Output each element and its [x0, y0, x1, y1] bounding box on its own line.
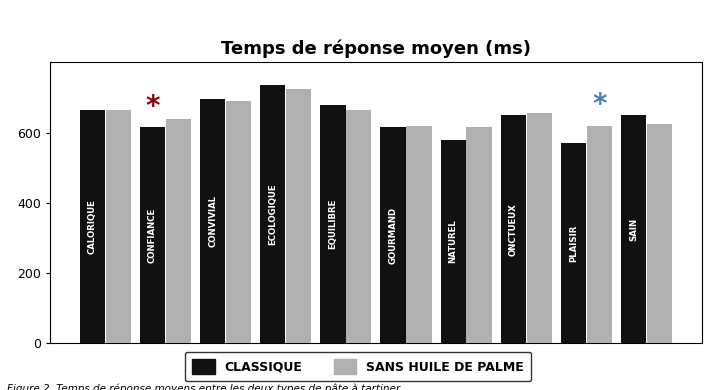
Text: EQUILIBRE: EQUILIBRE — [329, 199, 337, 249]
Bar — [561, 143, 586, 343]
Text: CONVIVIAL: CONVIVIAL — [208, 195, 217, 247]
Legend: CLASSIQUE, SANS HUILE DE PALME: CLASSIQUE, SANS HUILE DE PALME — [185, 352, 531, 381]
Bar — [380, 128, 406, 343]
Bar — [526, 113, 552, 343]
Bar — [647, 124, 672, 343]
Text: GOURMAND: GOURMAND — [389, 207, 397, 264]
Bar — [466, 128, 492, 343]
Bar — [79, 110, 105, 343]
Text: CONFIANCE: CONFIANCE — [148, 207, 157, 263]
Bar — [621, 115, 647, 343]
Bar — [440, 140, 466, 343]
Text: *: * — [145, 93, 160, 121]
Text: CALORIQUE: CALORIQUE — [88, 199, 97, 254]
Text: *: * — [592, 91, 606, 119]
Bar — [346, 110, 372, 343]
Text: SAIN: SAIN — [629, 218, 638, 241]
Text: ONCTUEUX: ONCTUEUX — [509, 203, 518, 255]
Bar — [286, 89, 311, 343]
Bar — [140, 128, 165, 343]
Bar — [165, 119, 191, 343]
Text: ECOLOGIQUE: ECOLOGIQUE — [268, 183, 277, 245]
Text: NATUREL: NATUREL — [449, 220, 458, 263]
Bar — [406, 126, 432, 343]
Bar — [320, 105, 346, 343]
Bar — [260, 85, 286, 343]
Text: PLAISIR: PLAISIR — [569, 225, 578, 262]
Bar — [500, 115, 526, 343]
Text: Figure 2. Temps de réponse moyens entre les deux types de pâte à tartiner: Figure 2. Temps de réponse moyens entre … — [7, 383, 400, 390]
Bar — [586, 126, 612, 343]
Bar — [105, 110, 131, 343]
Bar — [200, 99, 226, 343]
Title: Temps de réponse moyen (ms): Temps de réponse moyen (ms) — [221, 39, 531, 58]
Bar — [226, 101, 251, 343]
